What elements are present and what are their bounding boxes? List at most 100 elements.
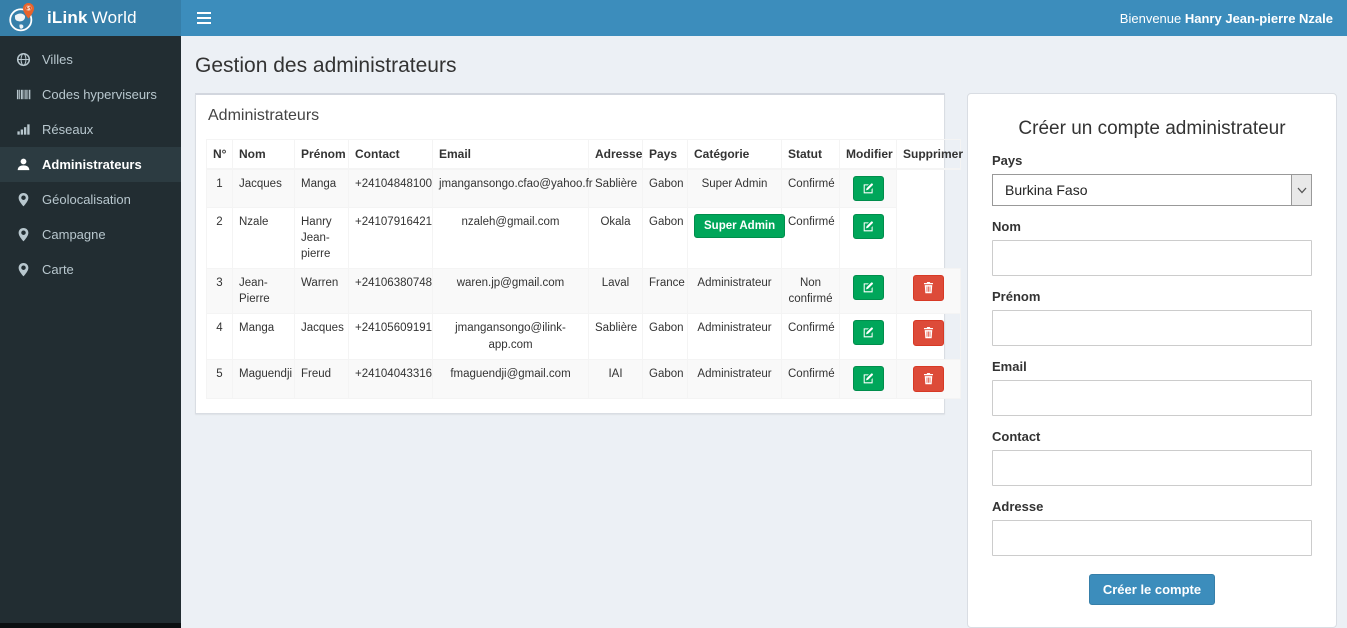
edit-button[interactable] (852, 176, 884, 201)
cell-num: 1 (206, 168, 233, 208)
edit-icon (863, 327, 873, 338)
cell-email: fmaguendji@gmail.com (432, 358, 589, 399)
edit-icon (863, 221, 873, 232)
email-label: Email (992, 359, 1027, 374)
cell-statut: Confirmé (781, 168, 840, 208)
trash-icon (924, 372, 933, 384)
panel-title: Administrateurs (208, 107, 320, 124)
pays-selected-value: Burkina Faso (1005, 182, 1088, 198)
delete-button[interactable] (913, 365, 944, 392)
trash-icon (924, 282, 933, 294)
content-area: Gestion des administrateurs Administrate… (181, 36, 1347, 628)
cell-num: 5 (206, 358, 233, 399)
pays-select[interactable]: Burkina Faso (992, 174, 1312, 206)
contact-field[interactable] (992, 450, 1312, 486)
cell-email: jmangansongo@ilink-app.com (432, 313, 589, 360)
create-admin-panel: Créer un compte administrateur Pays Burk… (967, 93, 1337, 628)
delete-button[interactable] (913, 275, 944, 302)
sidebar-item-campagne[interactable]: Campagne (0, 217, 181, 252)
form-title: Créer un compte administrateur (1018, 118, 1286, 139)
col-pays: Pays (642, 139, 688, 170)
sidebar-nav: Villes Codes hyperviseurs Réseaux Admini… (0, 36, 181, 628)
cell-statut: Non confirmé (781, 268, 840, 315)
table-row: 3 Jean-Pierre Warren +24106380748 waren.… (206, 268, 961, 315)
table-row: 4 Manga Jacques +24105609191 jmangansong… (206, 313, 961, 360)
table-header-row: N° Nom Prénom Contact Email Adresse Pays… (206, 139, 963, 170)
cell-adresse: IAI (588, 358, 643, 399)
signal-bars-icon (15, 122, 31, 137)
edit-button[interactable] (852, 320, 884, 346)
col-prenom: Prénom (294, 139, 349, 170)
hamburger-icon[interactable] (195, 8, 213, 28)
cell-nom: Jean-Pierre (232, 268, 295, 315)
table-row: 1 Jacques Manga +24104848100 jmangansong… (206, 168, 961, 208)
globe-icon (15, 52, 31, 67)
trash-icon (924, 327, 933, 339)
cell-contact: +24104848100 (348, 168, 433, 208)
sidebar-item-administrateurs[interactable]: Administrateurs (0, 147, 181, 182)
cell-prenom: Hanry Jean-pierre (294, 206, 349, 270)
nom-field[interactable] (992, 240, 1312, 276)
adresse-field[interactable] (992, 520, 1312, 556)
edit-button[interactable] (852, 214, 884, 239)
page-title: Gestion des administrateurs (195, 54, 457, 77)
cell-nom: Manga (232, 313, 295, 360)
cell-nom: Nzale (232, 206, 295, 270)
chevron-down-icon (1291, 175, 1311, 205)
edit-icon (863, 183, 873, 194)
col-email: Email (432, 139, 589, 170)
col-supprimer: Supprimer (896, 139, 963, 170)
cell-contact: +24106380748 (348, 268, 433, 315)
create-account-button[interactable]: Créer le compte (1088, 574, 1216, 605)
cell-categorie: Administrateur (687, 313, 782, 360)
cell-prenom: Manga (294, 168, 349, 208)
brand-logo[interactable]: $ iLink World (0, 0, 181, 36)
barcode-icon (15, 87, 31, 102)
sidebar-item-codes-hyperviseurs[interactable]: Codes hyperviseurs (0, 77, 181, 112)
map-marker-icon (15, 227, 31, 242)
col-num: N° (206, 139, 233, 170)
cell-contact: +24104043316 (348, 358, 433, 399)
cell-contact: +24105609191 (348, 313, 433, 360)
cell-email: jmangansongo.cfao@yahoo.fr (432, 168, 593, 208)
brand-title: iLink World (47, 8, 137, 27)
top-navbar: $ iLink World Bienvenue Hanry Jean-pierre… (0, 0, 1347, 36)
super-admin-badge-button[interactable]: Super Admin (694, 214, 786, 238)
sidebar-item-reseaux[interactable]: Réseaux (0, 112, 181, 147)
cell-nom: Jacques (232, 168, 295, 208)
pays-label: Pays (992, 153, 1023, 168)
sidebar-bottom-strip (0, 623, 181, 628)
cell-num: 4 (206, 313, 233, 360)
email-field[interactable] (992, 380, 1312, 416)
col-categorie: Catégorie (687, 139, 782, 170)
edit-button[interactable] (852, 365, 884, 391)
sidebar-item-geolocalisation[interactable]: Géolocalisation (0, 182, 181, 217)
cell-prenom: Freud (294, 358, 349, 399)
cell-categorie: Administrateur (687, 268, 782, 315)
cell-categorie: Super Admin (687, 168, 782, 208)
map-marker-icon (15, 192, 31, 207)
cell-email: nzaleh@gmail.com (432, 206, 589, 270)
sidebar-item-carte[interactable]: Carte (0, 252, 181, 287)
edit-button[interactable] (852, 275, 884, 301)
cell-adresse: Laval (588, 268, 643, 315)
user-icon (15, 157, 31, 172)
col-contact: Contact (348, 139, 433, 170)
sidebar-item-villes[interactable]: Villes (0, 42, 181, 77)
delete-button[interactable] (913, 320, 944, 347)
cell-nom: Maguendji (232, 358, 295, 399)
prenom-field[interactable] (992, 310, 1312, 346)
col-nom: Nom (232, 139, 295, 170)
col-statut: Statut (781, 139, 840, 170)
prenom-label: Prénom (992, 289, 1041, 304)
welcome-text: Bienvenue Hanry Jean-pierre Nzale (1119, 10, 1333, 26)
cell-statut: Confirmé (781, 313, 840, 360)
cell-pays: Gabon (642, 206, 688, 270)
cell-adresse: Sablière (588, 168, 643, 208)
cell-email: waren.jp@gmail.com (432, 268, 589, 315)
nom-label: Nom (992, 219, 1021, 234)
map-marker-icon (15, 262, 31, 277)
contact-label: Contact (992, 429, 1041, 444)
cell-categorie: Administrateur (687, 358, 782, 399)
